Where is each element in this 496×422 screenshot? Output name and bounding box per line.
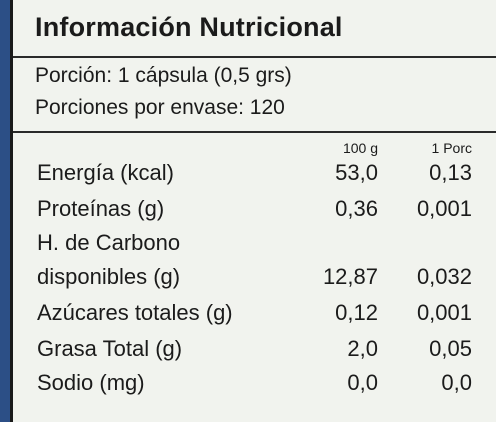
nutrient-name: Proteínas (g) xyxy=(37,196,165,221)
nutrient-name: Sodio (mg) xyxy=(37,370,145,395)
nutrient-row: disponibles (g) 12,87 0,032 xyxy=(13,264,496,296)
value-per-serving: 0,032 xyxy=(416,264,472,289)
value-per-serving: 0,13 xyxy=(429,160,472,185)
value-per-100g: 0,12 xyxy=(335,300,378,325)
label-title: Información Nutricional xyxy=(35,12,343,42)
nutrient-row: Grasa Total (g) 2,0 0,05 xyxy=(13,336,496,368)
value-per-100g: 2,0 xyxy=(347,336,378,361)
top-divider xyxy=(13,56,496,58)
value-per-100g: 0,0 xyxy=(347,370,378,395)
nutrient-name: H. de Carbono xyxy=(37,230,181,255)
value-per-100g: 12,87 xyxy=(322,264,378,289)
nutrient-row: Energía (kcal) 53,0 0,13 xyxy=(13,160,496,192)
nutrient-name: Grasa Total (g) xyxy=(37,336,183,361)
column-header-100g: 100 g xyxy=(342,140,378,156)
serving-size: Porción: 1 cápsula (0,5 grs) xyxy=(35,64,292,87)
nutrition-label: Información Nutricional Porción: 1 cápsu… xyxy=(10,0,496,422)
value-per-100g: 0,36 xyxy=(335,196,378,221)
nutrient-name: Energía (kcal) xyxy=(37,160,174,185)
value-per-serving: 0,001 xyxy=(416,196,472,221)
nutrient-name: Azúcares totales (g) xyxy=(37,300,233,325)
column-header-serving: 1 Porc xyxy=(431,140,472,156)
value-per-serving: 0,001 xyxy=(416,300,472,325)
nutrient-row: Azúcares totales (g) 0,12 0,001 xyxy=(13,300,496,332)
nutrient-row: H. de Carbono xyxy=(13,230,496,262)
value-per-serving: 0,0 xyxy=(441,370,472,395)
nutrient-row: Sodio (mg) 0,0 0,0 xyxy=(13,370,496,402)
nutrient-name: disponibles (g) xyxy=(37,264,181,289)
middle-divider xyxy=(13,131,496,133)
value-per-100g: 53,0 xyxy=(335,160,378,185)
servings-per-container: Porciones por envase: 120 xyxy=(35,96,285,119)
value-per-serving: 0,05 xyxy=(429,336,472,361)
nutrient-row: Proteínas (g) 0,36 0,001 xyxy=(13,196,496,228)
